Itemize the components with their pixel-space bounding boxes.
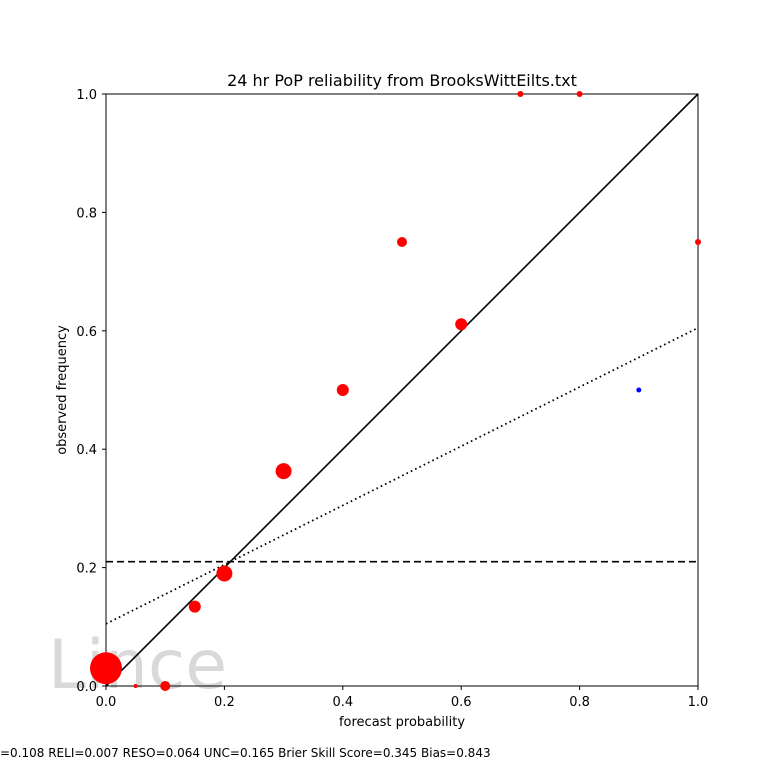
x-tick-label: 0.2	[214, 695, 235, 710]
data-point-0-0	[90, 652, 122, 685]
data-points	[90, 91, 701, 691]
data-point-0-5	[275, 463, 292, 480]
plot-frame	[105, 93, 699, 687]
watermark: Lince	[48, 626, 227, 705]
y-tick-label: 0.6	[76, 325, 97, 340]
y-axis-ticks: 0.0 0.2 0.4 0.6 0.8 1.0	[76, 88, 106, 695]
y-axis-label: observed frequency	[55, 325, 70, 455]
data-point-0-6	[336, 384, 349, 396]
data-point-0-7	[397, 237, 407, 247]
data-point-0-11	[695, 239, 701, 245]
y-tick-label: 1.0	[76, 88, 97, 103]
x-tick-label: 0.6	[451, 695, 472, 710]
y-tick-label: 0.8	[76, 206, 97, 221]
data-point-0-2	[160, 681, 171, 691]
x-tick-label: 0.4	[332, 695, 353, 710]
diagonal-line	[105, 93, 699, 687]
data-point-1-0	[636, 387, 642, 393]
fit-line	[105, 327, 699, 625]
data-point-0-8	[455, 318, 468, 331]
x-tick-label: 1.0	[688, 695, 709, 710]
x-tick-label: 0.8	[569, 695, 590, 710]
y-tick-label: 0.4	[76, 443, 97, 458]
score-summary: =0.108 RELI=0.007 RESO=0.064 UNC=0.165 B…	[0, 746, 491, 760]
data-point-0-3	[188, 600, 201, 613]
data-point-0-10	[576, 91, 583, 97]
data-point-0-4	[216, 565, 233, 582]
y-tick-label: 0.2	[76, 562, 97, 577]
chart-title: 24 hr PoP reliability from BrooksWittEil…	[227, 71, 577, 90]
reference-lines	[105, 93, 699, 687]
x-axis-ticks: 0.0 0.2 0.4 0.6 0.8 1.0	[96, 686, 709, 710]
x-tick-label: 0.0	[96, 695, 117, 710]
data-point-0-1	[133, 684, 138, 688]
x-axis-label: forecast probability	[339, 715, 465, 730]
y-tick-label: 0.0	[76, 680, 97, 695]
data-point-0-9	[517, 91, 524, 97]
